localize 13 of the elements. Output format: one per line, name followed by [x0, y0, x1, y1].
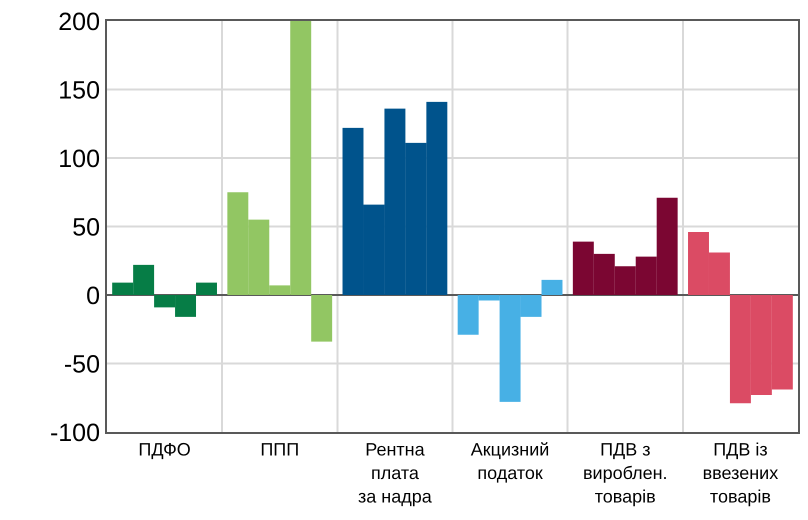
y-tick-label: 50 — [72, 213, 100, 242]
x-tick-label: ПДВ з вироблен. товарів — [582, 440, 668, 506]
y-tick-label: 100 — [58, 144, 100, 173]
x-tick-label: ППП — [260, 440, 300, 460]
x-tick-label: ПДВ із ввезених товарів — [702, 440, 778, 506]
x-tick-label: Акцизний податок — [470, 440, 550, 483]
y-tick-label: 150 — [58, 76, 100, 104]
y-tick-label: -100 — [50, 418, 100, 447]
y-tick-label: 200 — [58, 8, 100, 36]
x-tick-label: Рентна плата за надра — [358, 440, 433, 506]
y-tick-label: 0 — [86, 282, 100, 310]
x-tick-label: ПДФО — [138, 440, 191, 460]
y-tick-label: -50 — [64, 350, 100, 378]
